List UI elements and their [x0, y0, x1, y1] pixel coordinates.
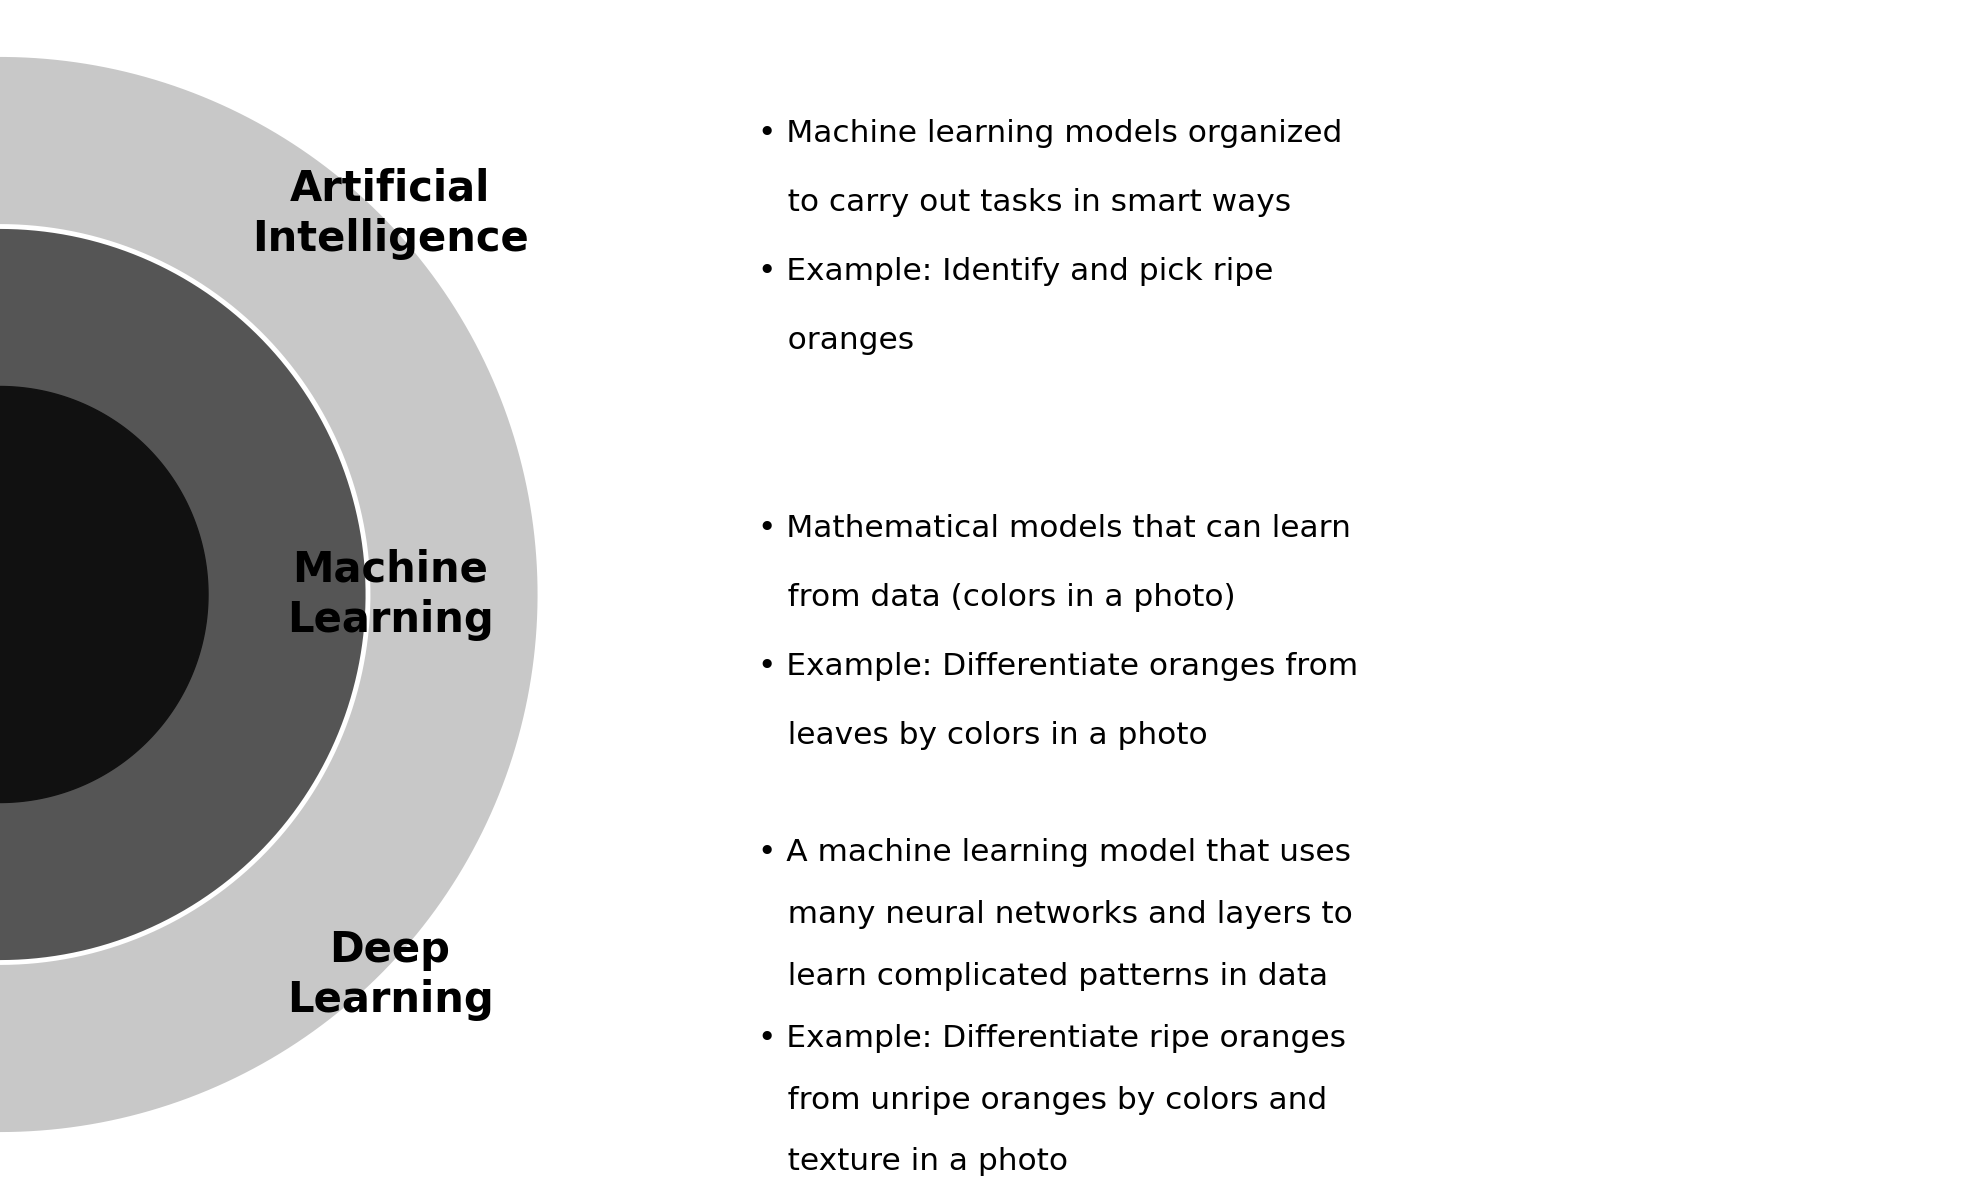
Text: texture in a photo: texture in a photo	[758, 1147, 1068, 1176]
Text: many neural networks and layers to: many neural networks and layers to	[758, 900, 1353, 929]
Text: • A machine learning model that uses: • A machine learning model that uses	[758, 838, 1351, 867]
Polygon shape	[0, 386, 209, 803]
Text: • Example: Differentiate oranges from: • Example: Differentiate oranges from	[758, 652, 1359, 680]
Text: Deep
Learning: Deep Learning	[288, 929, 492, 1021]
Polygon shape	[0, 226, 368, 963]
Text: • Example: Identify and pick ripe: • Example: Identify and pick ripe	[758, 257, 1275, 285]
Text: from unripe oranges by colors and: from unripe oranges by colors and	[758, 1086, 1328, 1114]
Text: • Machine learning models organized: • Machine learning models organized	[758, 119, 1344, 147]
Text: from data (colors in a photo): from data (colors in a photo)	[758, 583, 1235, 611]
Text: • Mathematical models that can learn: • Mathematical models that can learn	[758, 514, 1351, 542]
Polygon shape	[0, 55, 540, 1134]
Text: to carry out tasks in smart ways: to carry out tasks in smart ways	[758, 188, 1292, 216]
Text: • Example: Differentiate ripe oranges: • Example: Differentiate ripe oranges	[758, 1024, 1346, 1052]
Text: Machine
Learning: Machine Learning	[288, 548, 492, 641]
Text: learn complicated patterns in data: learn complicated patterns in data	[758, 962, 1328, 990]
Text: Artificial
Intelligence: Artificial Intelligence	[252, 168, 528, 260]
Text: oranges: oranges	[758, 326, 914, 354]
Text: leaves by colors in a photo: leaves by colors in a photo	[758, 721, 1208, 749]
